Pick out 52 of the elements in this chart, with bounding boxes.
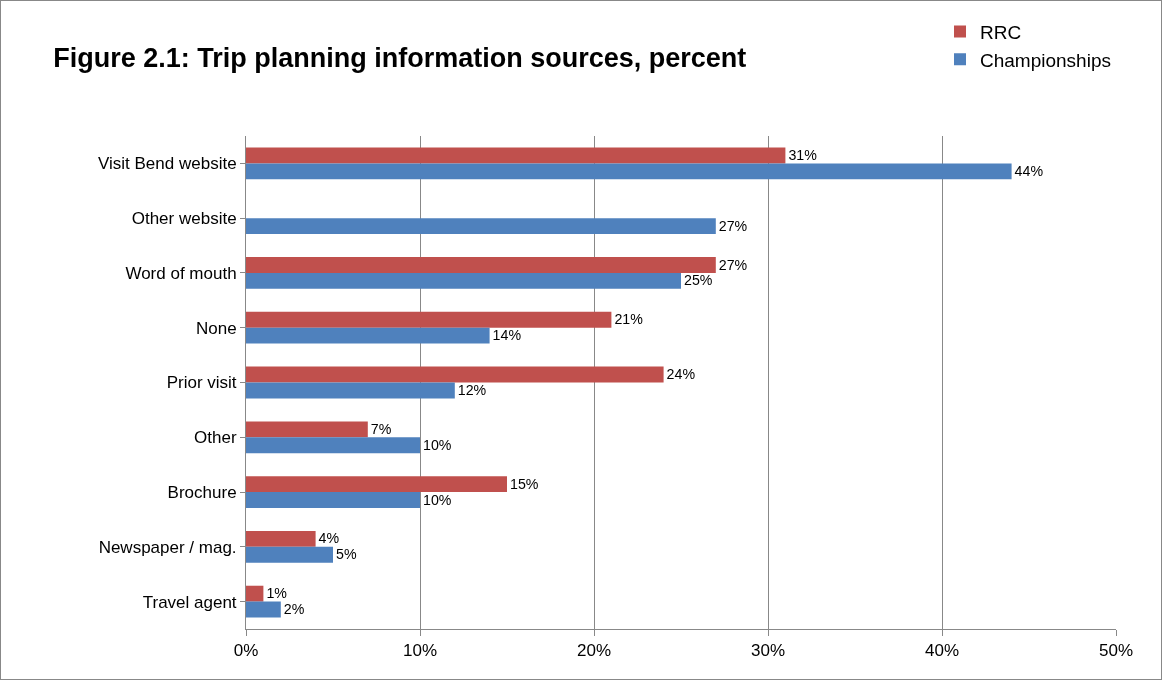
bar [246, 257, 716, 273]
data-label: 14% [492, 327, 522, 344]
legend-label: RRC [980, 22, 1022, 44]
x-tick-label: 10% [402, 641, 438, 661]
x-tick-label: 0% [233, 641, 259, 661]
y-tick-label: Travel agent [142, 592, 237, 612]
data-label: 27% [718, 256, 748, 273]
bar [246, 585, 264, 602]
y-tick-label: Newspaper / mag. [98, 537, 237, 557]
data-label: 10% [423, 436, 452, 453]
y-tick-label: Prior visit [166, 373, 237, 393]
bar [246, 530, 316, 547]
bar [246, 492, 420, 508]
y-tick-label: None [195, 318, 237, 338]
bar [246, 272, 681, 289]
bar [246, 311, 612, 328]
data-label: 21% [614, 311, 644, 328]
x-tick-label: 50% [1098, 641, 1134, 661]
data-label: 1% [266, 585, 288, 602]
y-tick-label: Other website [131, 209, 237, 229]
bar [246, 218, 716, 235]
data-label: 5% [336, 546, 357, 563]
bar [246, 476, 507, 493]
data-label: 24% [666, 366, 696, 383]
bar [246, 327, 490, 344]
bar [246, 601, 281, 618]
data-label: 27% [718, 217, 748, 234]
data-label: 4% [318, 530, 340, 547]
legend-label: Championships [980, 49, 1111, 71]
data-label: 15% [510, 475, 539, 492]
x-tick-label: 20% [576, 641, 612, 661]
data-label: 25% [684, 272, 713, 289]
bar [246, 366, 664, 383]
bar [246, 382, 455, 399]
x-tick-label: 40% [924, 641, 960, 661]
x-tick-label: 30% [750, 641, 786, 661]
data-label: 12% [457, 382, 487, 399]
bar [246, 147, 786, 164]
data-label: 2% [283, 601, 305, 618]
y-tick-label: Brochure [167, 483, 237, 503]
bar [246, 437, 420, 454]
data-label: 7% [370, 420, 392, 437]
bar [246, 546, 333, 563]
y-tick-label: Word of mouth [125, 263, 237, 283]
data-label: 44% [1014, 162, 1044, 179]
chart-title: Figure 2.1: Trip planning information sources, percent [53, 43, 747, 74]
y-tick-label: Other [194, 428, 237, 448]
data-label: 31% [788, 147, 818, 164]
bar [246, 421, 368, 438]
y-tick-label: Visit Bend website [97, 154, 237, 174]
bar [246, 163, 1012, 180]
data-label: 10% [423, 491, 452, 508]
